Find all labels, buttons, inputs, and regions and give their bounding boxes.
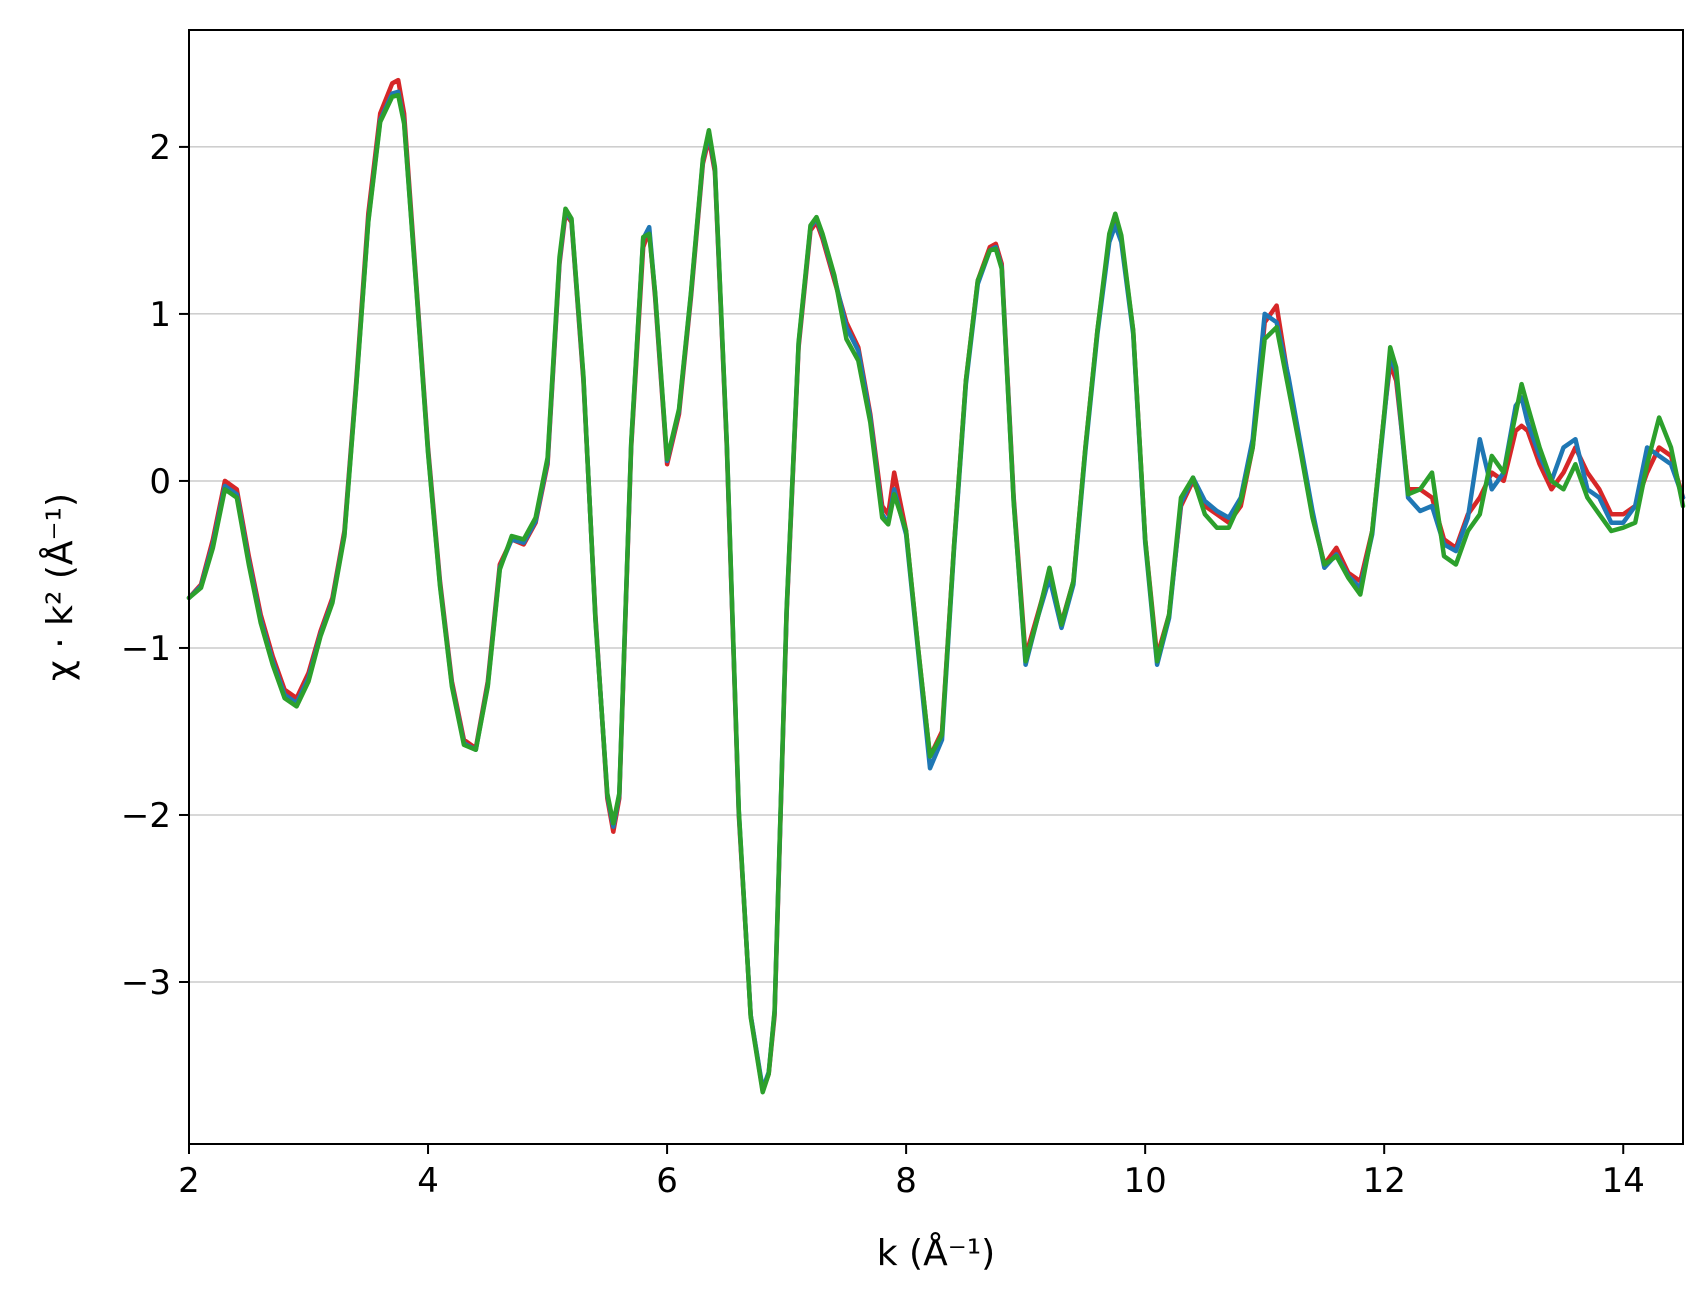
x-tick-label: 4: [417, 1161, 439, 1201]
y-tick-label: −1: [121, 629, 171, 669]
y-axis-ticks: −3 −2 −1 0 1 2: [121, 128, 189, 1003]
x-tick-label: 6: [656, 1161, 678, 1201]
y-axis-label: χ · k² (Å⁻¹): [38, 493, 81, 681]
y-tick-label: −2: [121, 796, 171, 836]
x-tick-label: 8: [895, 1161, 917, 1201]
gridlines: [189, 146, 1683, 983]
x-tick-label: 14: [1602, 1161, 1645, 1201]
x-axis-ticks: 2 4 6 8 10 12 14: [178, 1144, 1645, 1201]
series-lines: [186, 77, 1686, 1095]
x-tick-label: 12: [1363, 1161, 1406, 1201]
y-tick-label: −3: [121, 963, 171, 1003]
plot-frame: [188, 29, 1684, 1145]
series-line-green: [186, 92, 1686, 1095]
y-tick-label: 1: [149, 295, 171, 335]
x-axis-label: k (Å⁻¹): [877, 1231, 995, 1274]
x-tick-label: 10: [1124, 1161, 1167, 1201]
y-tick-label: 0: [149, 462, 171, 502]
y-tick-label: 2: [149, 128, 171, 168]
x-tick-label: 2: [178, 1161, 200, 1201]
